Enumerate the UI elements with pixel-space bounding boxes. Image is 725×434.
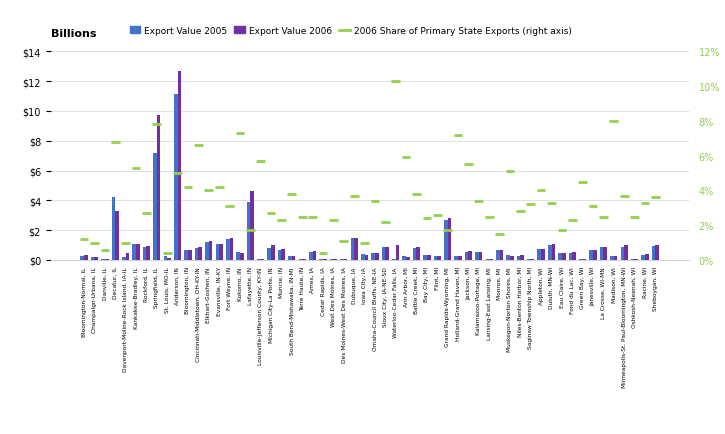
Bar [413,249,416,260]
Bar [289,256,292,260]
Bar [568,253,572,260]
Bar [115,211,119,260]
Bar [624,246,628,260]
Bar [136,245,140,260]
Bar [603,248,607,260]
Bar [240,253,244,260]
Bar [215,244,219,260]
Bar [292,256,296,260]
Bar [268,249,271,260]
Bar [614,256,618,260]
Bar [188,250,191,260]
Bar [510,256,513,260]
Bar [278,250,281,260]
Bar [143,247,146,260]
Bar [548,246,552,260]
Bar [174,95,178,260]
Bar [164,256,167,260]
Bar [340,259,344,260]
Bar [521,255,524,260]
Text: Billions: Billions [51,29,96,39]
Bar [455,256,458,260]
Bar [652,246,655,260]
Bar [361,254,365,260]
Bar [133,244,136,260]
Bar [434,256,437,260]
Bar [406,257,410,260]
Bar [247,202,250,260]
Bar [167,258,171,260]
Bar [655,246,659,260]
Bar [375,253,378,260]
Bar [621,247,624,260]
Bar [506,255,510,260]
Bar [355,238,358,260]
Bar [184,250,188,260]
Bar [385,247,389,260]
Bar [309,252,312,260]
Bar [558,254,562,260]
Bar [371,254,375,260]
Bar [468,251,472,260]
Bar [600,248,603,260]
Bar [478,252,482,260]
Bar [444,220,447,260]
Bar [572,252,576,260]
Bar [230,238,233,260]
Bar [465,252,468,260]
Bar [396,246,399,260]
Bar [112,198,115,260]
Bar [80,256,84,260]
Bar [552,245,555,260]
Bar [236,252,240,260]
Bar [281,249,285,260]
Bar [517,256,521,260]
Bar [562,254,566,260]
Bar [219,244,223,260]
Bar [195,249,199,260]
Bar [458,256,462,260]
Bar [610,256,614,260]
Bar [447,219,451,260]
Bar [500,251,503,260]
Bar [427,255,431,260]
Bar [178,72,181,260]
Bar [344,259,347,260]
Bar [423,255,427,260]
Bar [209,241,212,260]
Bar [91,257,94,260]
Bar [475,252,478,260]
Bar [593,251,597,260]
Bar [645,254,649,260]
Bar [94,257,98,260]
Legend: Export Value 2005, Export Value 2006, 2006 Share of Primary State Exports (right: Export Value 2005, Export Value 2006, 20… [126,23,575,39]
Bar [642,255,645,260]
Bar [205,243,209,260]
Bar [402,256,406,260]
Bar [146,246,150,260]
Bar [365,255,368,260]
Bar [541,249,544,260]
Bar [589,250,593,260]
Bar [271,246,275,260]
Bar [122,257,125,260]
Bar [125,254,129,260]
Bar [84,255,88,260]
Bar [437,256,441,260]
Bar [312,251,316,260]
Bar [226,240,230,260]
Bar [350,238,355,260]
Bar [496,251,500,260]
Bar [250,192,254,260]
Bar [199,247,202,260]
Bar [381,247,385,260]
Bar [416,247,420,260]
Bar [157,116,160,260]
Bar [537,249,541,260]
Bar [153,153,157,260]
